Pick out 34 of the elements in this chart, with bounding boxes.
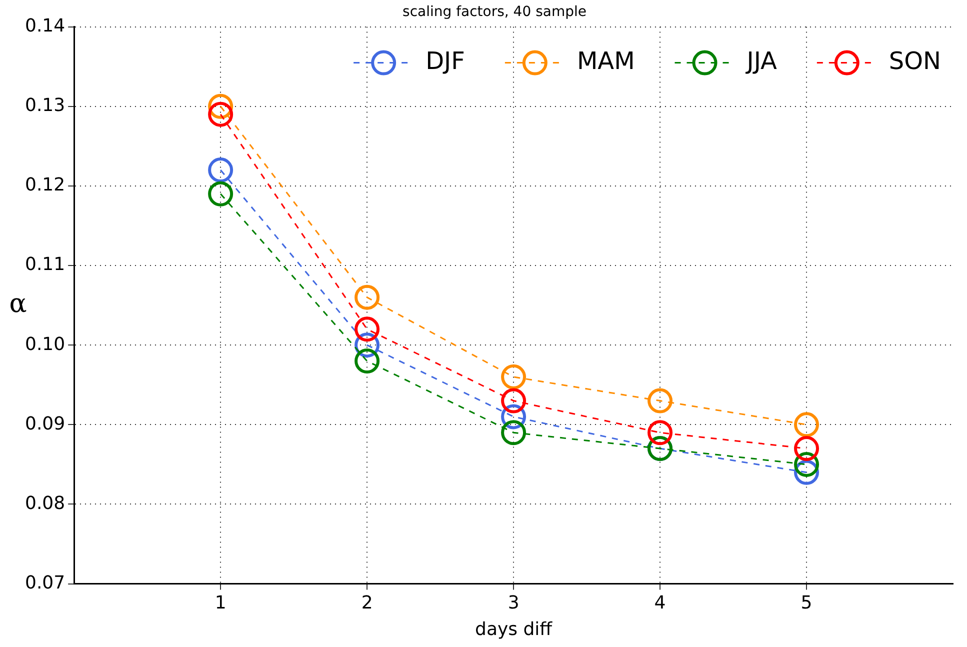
x-tick-label: 2 <box>361 592 373 614</box>
point <box>208 181 234 206</box>
legend-label: SON <box>888 47 941 76</box>
legend-label: JJA <box>744 47 778 76</box>
point <box>648 420 673 446</box>
point <box>794 452 820 477</box>
point <box>354 348 380 374</box>
x-tick-label: 1 <box>214 592 226 614</box>
x-axis-title: days diff <box>475 618 553 640</box>
y-tick-label: 0.14 <box>25 15 66 36</box>
y-tick-label: 0.10 <box>25 334 66 355</box>
point <box>501 388 526 414</box>
x-tick-label: 3 <box>508 592 520 614</box>
y-tick-label: 0.13 <box>25 95 66 116</box>
y-tick-label: 0.11 <box>25 254 66 276</box>
x-tick-label: 5 <box>800 592 812 614</box>
chart-title: scaling factors, 40 sample <box>402 4 586 20</box>
point <box>354 284 380 310</box>
y-tick-label: 0.12 <box>25 174 66 196</box>
point <box>648 388 673 414</box>
y-tick-label: 0.08 <box>25 492 66 514</box>
point <box>354 316 380 342</box>
point <box>208 158 234 183</box>
legend-label: DJF <box>426 47 465 76</box>
point <box>501 364 526 390</box>
x-tick-label: 4 <box>654 592 666 614</box>
point <box>794 436 820 462</box>
point <box>794 412 820 438</box>
point <box>501 420 526 446</box>
y-axis-title: α <box>9 289 27 320</box>
point <box>208 102 234 127</box>
legend-label: MAM <box>576 47 635 76</box>
y-tick-label: 0.09 <box>25 413 66 434</box>
y-tick-label: 0.07 <box>25 572 66 594</box>
